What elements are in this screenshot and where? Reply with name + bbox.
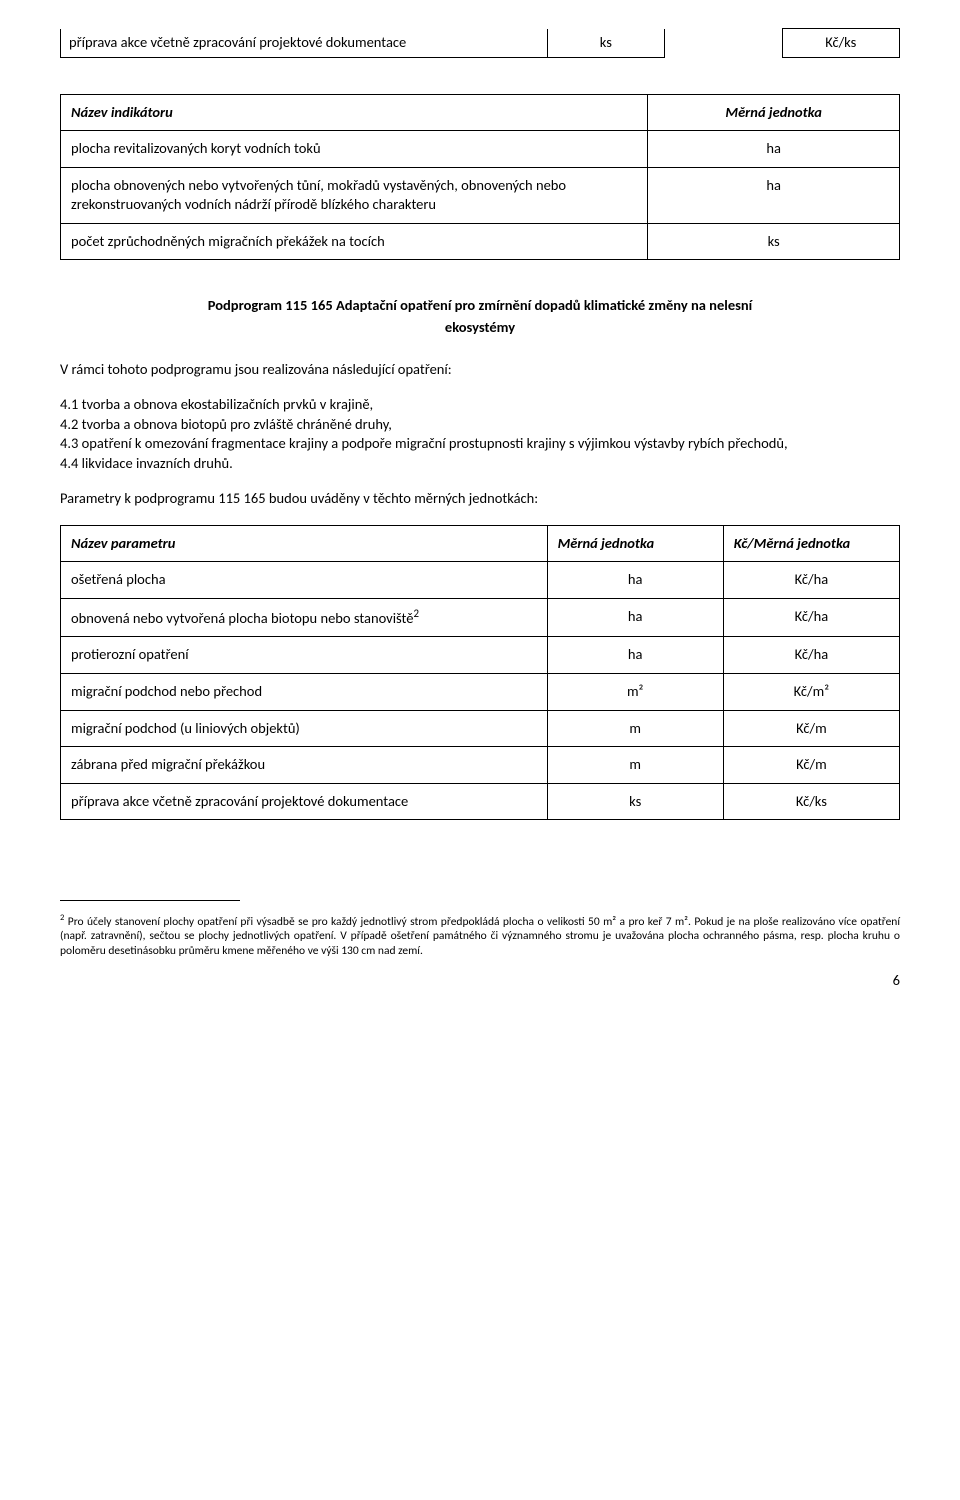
t3-r3-name: migrační podchod nebo přechod [61,673,548,710]
table-row: plocha obnovených nebo vytvořených tůní,… [61,167,900,223]
t2-r1-unit: ha [648,167,900,223]
t3-r2-price: Kč/ha [723,637,899,674]
t1-desc: příprava akce včetně zpracování projekto… [61,29,548,58]
t3-r1-price: Kč/ha [723,599,899,637]
t3-r3-unit: m² [547,673,723,710]
t3-header-name: Název parametru [61,525,548,562]
table-row: počet zprůchodněných migračních překážek… [61,223,900,260]
t3-r1-sup: 2 [413,607,419,620]
table-indicators: Název indikátoru Měrná jednotka plocha r… [60,94,900,261]
t3-r4-price: Kč/m [723,710,899,747]
t2-header-name: Název indikátoru [61,94,648,131]
item-4-2: 4.2 tvorba a obnova biotopů pro zvláště … [60,415,900,435]
t3-header-unit: Měrná jednotka [547,525,723,562]
t1-spacer [665,29,782,58]
footnote: 2 Pro účely stanovení plochy opatření př… [60,913,900,960]
item-4-1: 4.1 tvorba a obnova ekostabilizačních pr… [60,395,900,415]
t3-r0-price: Kč/ha [723,562,899,599]
t2-r0-unit: ha [648,131,900,168]
t3-r1-name-text: obnovená nebo vytvořená plocha biotopu n… [71,609,413,627]
page-number: 6 [60,971,900,991]
item-4-4: 4.4 likvidace invazních druhů. [60,454,900,474]
item-4-3: 4.3 opatření k omezování fragmentace kra… [60,434,900,454]
param-intro: Parametry k podprogramu 115 165 budou uv… [60,489,900,509]
t3-r5-unit: m [547,747,723,784]
table-row: protierozní opatření ha Kč/ha [61,637,900,674]
t3-r3-price: Kč/m² [723,673,899,710]
t3-header-price: Kč/Měrná jednotka [723,525,899,562]
table-parameters: Název parametru Měrná jednotka Kč/Měrná … [60,525,900,820]
t3-r0-unit: ha [547,562,723,599]
t2-r0-name: plocha revitalizovaných koryt vodních to… [61,131,648,168]
table-row: příprava akce včetně zpracování projekto… [61,783,900,820]
t3-r1-unit: ha [547,599,723,637]
table-row: zábrana před migrační překážkou m Kč/m [61,747,900,784]
section-title-line2: ekosystémy [60,318,900,338]
t3-r6-unit: ks [547,783,723,820]
table-row: ošetřená plocha ha Kč/ha [61,562,900,599]
table-row: migrační podchod nebo přechod m² Kč/m² [61,673,900,710]
t1-price-unit: Kč/ks [782,29,899,58]
t3-r4-unit: m [547,710,723,747]
t2-r2-unit: ks [648,223,900,260]
t3-r5-price: Kč/m [723,747,899,784]
t3-r2-name: protierozní opatření [61,637,548,674]
t3-r1-name: obnovená nebo vytvořená plocha biotopu n… [61,599,548,637]
table-top: příprava akce včetně zpracování projekto… [60,28,900,58]
t2-r2-name: počet zprůchodněných migračních překážek… [61,223,648,260]
t3-r6-name: příprava akce včetně zpracování projekto… [61,783,548,820]
table-row: obnovená nebo vytvořená plocha biotopu n… [61,599,900,637]
t3-r0-name: ošetřená plocha [61,562,548,599]
table-row: migrační podchod (u liniových objektů) m… [61,710,900,747]
footnote-text: Pro účely stanovení plochy opatření při … [60,915,900,959]
table-row: plocha revitalizovaných koryt vodních to… [61,131,900,168]
footnote-rule [60,900,240,901]
t1-unit: ks [547,29,664,58]
t2-header-unit: Měrná jednotka [648,94,900,131]
t2-r1-name: plocha obnovených nebo vytvořených tůní,… [61,167,648,223]
t3-r5-name: zábrana před migrační překážkou [61,747,548,784]
section-title-line1: Podprogram 115 165 Adaptační opatření pr… [60,296,900,316]
t3-r2-unit: ha [547,637,723,674]
t3-r6-price: Kč/ks [723,783,899,820]
t3-r4-name: migrační podchod (u liniových objektů) [61,710,548,747]
section-intro: V rámci tohoto podprogramu jsou realizov… [60,360,900,380]
